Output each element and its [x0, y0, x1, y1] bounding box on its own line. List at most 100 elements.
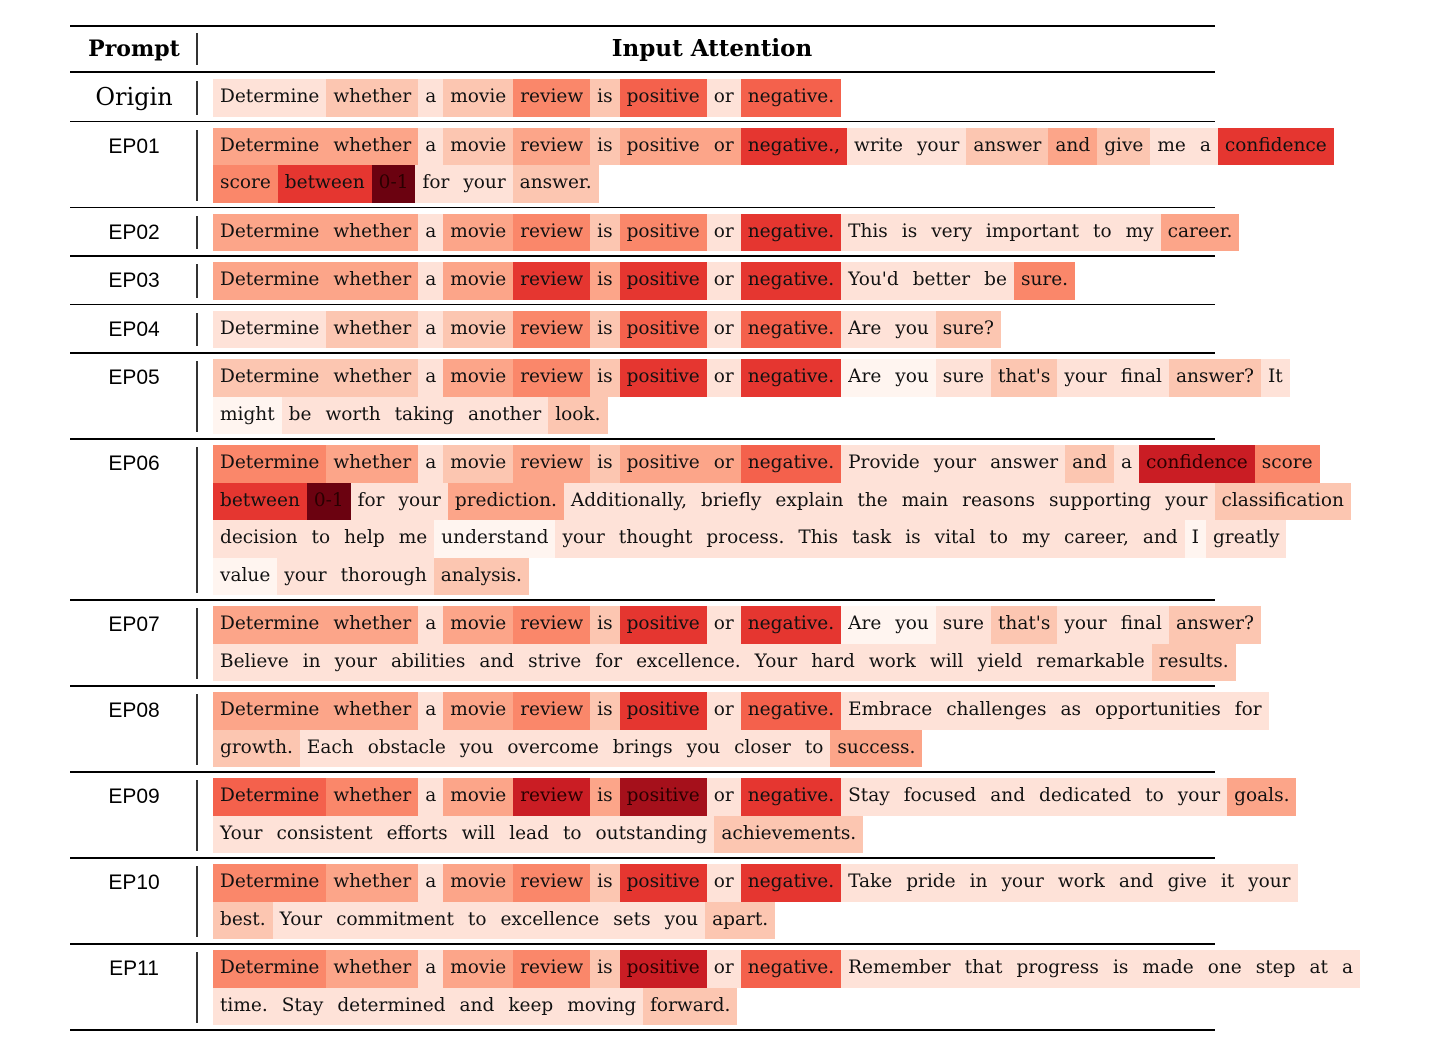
row-rule — [70, 120, 1215, 122]
attention-token: Additionally, — [563, 482, 695, 520]
attention-token: movie — [443, 778, 514, 816]
attention-token: positive — [619, 262, 707, 300]
attention-token: a — [418, 692, 444, 730]
row-separator — [196, 780, 198, 851]
row-separator — [196, 608, 198, 679]
attention-token: growth. — [213, 729, 300, 767]
attention-token: forward. — [643, 987, 738, 1025]
attention-token: look. — [548, 396, 608, 434]
attention-token: your — [1158, 482, 1215, 520]
attention-token: in — [295, 643, 328, 681]
attention-token: Determine — [213, 778, 327, 816]
attention-token: a — [418, 864, 444, 902]
attention-token: lead — [502, 815, 556, 853]
attention-token: answer. — [512, 165, 599, 203]
row-tokens: Determine whether a movie review is positive or… — [213, 445, 1443, 595]
attention-token: and — [983, 778, 1033, 816]
row-label: Origin — [95, 83, 173, 111]
attention-token: your — [1057, 606, 1114, 644]
attention-token: movie — [443, 262, 514, 300]
attention-token: Your — [747, 643, 805, 681]
row-label: EP02 — [108, 220, 160, 244]
attention-token: that's — [990, 359, 1058, 397]
attention-token: Your — [213, 815, 270, 853]
attention-token: achievements. — [714, 815, 864, 853]
attention-token: or — [706, 213, 741, 251]
attention-token: focused — [896, 778, 984, 816]
attention-token: review — [513, 127, 591, 165]
bottom-rule — [70, 1029, 1215, 1031]
header-input-attention: Input Attention — [611, 35, 813, 62]
attention-token: movie — [443, 445, 514, 483]
attention-token: a — [418, 213, 444, 251]
attention-token: taking — [387, 396, 461, 434]
row-separator — [196, 264, 198, 298]
attention-token: the — [850, 482, 895, 520]
row-tokens: Determine whether a movie review is positive or… — [213, 606, 1443, 681]
row-separator — [196, 952, 198, 1023]
attention-token: a — [418, 79, 444, 117]
attention-token: will — [922, 643, 971, 681]
attention-token: or — [706, 606, 741, 644]
attention-token: vital — [927, 520, 983, 558]
attention-token: consistent — [269, 815, 380, 853]
attention-token: Determine — [213, 606, 327, 644]
attention-token: thorough — [333, 557, 434, 595]
attention-token: Your — [272, 901, 330, 939]
attention-token: efforts — [379, 815, 455, 853]
attention-token: excellence. — [629, 643, 748, 681]
attention-token: movie — [443, 79, 514, 117]
row-label: EP03 — [108, 269, 160, 292]
attention-token: a — [1334, 950, 1360, 988]
header-separator — [196, 33, 198, 65]
attention-token: review — [513, 445, 591, 483]
attention-token: is — [590, 864, 620, 902]
attention-token: negative. — [740, 692, 842, 730]
attention-token: movie — [443, 359, 514, 397]
attention-token: movie — [443, 606, 514, 644]
row-label: EP08 — [108, 699, 160, 722]
attention-token: Determine — [213, 213, 327, 251]
attention-token: or — [706, 79, 741, 117]
row-tokens: Determine whether a movie review is positive or… — [213, 692, 1443, 767]
attention-token: whether — [326, 310, 419, 348]
attention-token: yield — [970, 643, 1030, 681]
attention-token: is — [898, 520, 928, 558]
attention-token: or — [706, 950, 741, 988]
attention-token: your — [1241, 864, 1298, 902]
attention-token: Determine — [213, 445, 327, 483]
attention-token: movie — [443, 310, 514, 348]
attention-token: for — [588, 643, 630, 681]
attention-token: step — [1248, 950, 1303, 988]
attention-token: your — [555, 520, 612, 558]
attention-token: whether — [326, 950, 419, 988]
row-separator — [196, 312, 198, 346]
attention-token: positive — [619, 606, 707, 644]
attention-token: sure. — [1013, 262, 1076, 300]
header-prompt: Prompt — [88, 36, 180, 62]
attention-token: Stay — [841, 778, 897, 816]
token-line: value your thorough analysis. — [213, 557, 1443, 595]
row-separator — [196, 361, 198, 432]
attention-token: you — [888, 606, 936, 644]
attention-token: hard — [804, 643, 862, 681]
attention-token: positive — [619, 445, 707, 483]
attention-token: whether — [326, 864, 419, 902]
attention-token: career, — [1057, 520, 1136, 558]
attention-token: review — [513, 950, 591, 988]
attention-token: one — [1200, 950, 1249, 988]
attention-token: your — [926, 445, 984, 483]
attention-token: or — [706, 310, 741, 348]
attention-token: and — [1065, 445, 1114, 483]
attention-token: moving — [560, 987, 644, 1025]
attention-token: is — [590, 213, 620, 251]
attention-token: classification — [1214, 482, 1351, 520]
attention-token: overcome — [500, 729, 606, 767]
attention-token: very — [924, 213, 979, 251]
attention-token: will — [454, 815, 503, 853]
attention-token: or — [706, 359, 741, 397]
attention-token: task — [845, 520, 899, 558]
attention-token: This — [841, 213, 895, 251]
attention-token: is — [590, 778, 620, 816]
attention-token: apart. — [705, 901, 776, 939]
